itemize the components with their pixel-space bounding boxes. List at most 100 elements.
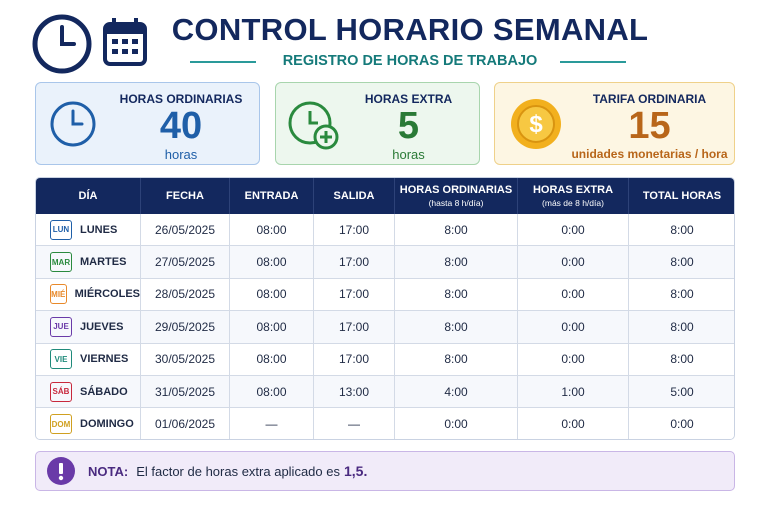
table-cell: 17:00 — [314, 343, 395, 376]
table-cell: 0:00 — [518, 246, 629, 279]
column-subtitle: (hasta 8 h/día) — [428, 198, 484, 208]
card-label: HORAS ORDINARIAS — [119, 92, 243, 106]
table-cell: 08:00 — [230, 311, 314, 344]
table-cell: 08:00 — [230, 278, 314, 312]
card-value: 15 — [628, 105, 671, 147]
table-cell: 08:00 — [230, 246, 314, 279]
column-header: DÍA — [36, 178, 141, 214]
card-unit: horas — [392, 147, 425, 162]
title: CONTROL HORARIO SEMANAL — [171, 12, 649, 47]
table-cell: 17:00 — [314, 246, 395, 279]
day-badge: MAR — [50, 252, 72, 273]
table-cell: 29/05/2025 — [141, 311, 230, 344]
day-cell: MAR MARTES — [36, 246, 141, 279]
day-name: JUEVES — [80, 320, 124, 333]
day-name: MIÉRCOLES — [74, 288, 140, 301]
column-header: ENTRADA — [230, 178, 314, 214]
card-label: HORAS EXTRA — [364, 92, 453, 106]
clock-icon — [50, 101, 96, 147]
hours-table: DÍA FECHA ENTRADA SALIDA HORAS ORDINARIAS (ha… — [35, 177, 735, 440]
card-ordinary: HORAS ORDINARIAS 40 horas — [35, 82, 260, 165]
day-cell: VIE VIERNES — [36, 343, 141, 376]
table-cell: 27/05/2025 — [141, 246, 230, 279]
column-header: HORAS EXTRA (más de 8 h/día) — [518, 178, 629, 214]
day-badge: JUE — [50, 316, 72, 337]
coin-icon: $ — [511, 99, 561, 149]
day-name: VIERNES — [80, 353, 129, 366]
day-cell: JUE JUEVES — [36, 311, 141, 344]
divider — [560, 61, 626, 63]
divider — [190, 61, 256, 63]
day-name: LUNES — [80, 223, 118, 236]
card-rate: $ TARIFA ORDINARIA 15 unidades monetaria… — [494, 82, 735, 165]
table-cell: 28/05/2025 — [141, 278, 230, 312]
table-cell: 4:00 — [395, 376, 518, 409]
column-title: DÍA — [78, 190, 98, 202]
card-unit: unidades monetarias / hora — [571, 147, 728, 161]
table-cell: 08:00 — [230, 376, 314, 409]
table-cell: 0:00 — [518, 311, 629, 344]
card-value: 40 — [159, 105, 203, 147]
info-icon — [47, 457, 75, 485]
day-name: MARTES — [80, 256, 127, 269]
day-cell: LUN LUNES — [36, 214, 141, 247]
column-header: SALIDA — [314, 178, 395, 214]
table-cell: 0:00 — [395, 408, 518, 439]
header-icons — [32, 14, 147, 74]
day-badge: SÁB — [50, 381, 72, 402]
day-badge: VIE — [50, 349, 72, 370]
day-cell: MIÉ MIÉRCOLES — [36, 278, 141, 312]
card-unit: horas — [164, 147, 198, 162]
table-cell: 8:00 — [395, 246, 518, 279]
day-badge: MIÉ — [50, 284, 67, 305]
column-title: ENTRADA — [244, 190, 299, 202]
note-text: El factor de horas extra aplicado es — [136, 463, 340, 479]
column-title: HORAS ORDINARIAS — [399, 184, 513, 196]
table-cell: 8:00 — [395, 278, 518, 312]
table-cell: 0:00 — [518, 278, 629, 312]
column-header: HORAS ORDINARIAS (hasta 8 h/día) — [395, 178, 518, 214]
subtitle: REGISTRO DE HORAS DE TRABAJO — [282, 53, 538, 69]
table-cell: 17:00 — [314, 311, 395, 344]
table-cell: 30/05/2025 — [141, 343, 230, 376]
table-cell: — — [314, 408, 395, 439]
clock-hands — [60, 25, 76, 46]
note: NOTA: El factor de horas extra aplicado … — [35, 451, 735, 491]
table-cell: 8:00 — [395, 311, 518, 344]
calendar-top — [105, 24, 145, 34]
column-header: TOTAL HORAS — [629, 178, 734, 214]
card-label: TARIFA ORDINARIA — [592, 92, 707, 106]
table-cell: 0:00 — [518, 343, 629, 376]
table-cell: 8:00 — [629, 311, 734, 344]
table-cell: 17:00 — [314, 278, 395, 312]
note-factor: 1,5. — [343, 463, 368, 479]
day-badge: LUN — [50, 219, 72, 240]
calendar-grid — [112, 39, 138, 54]
clock-plus-icon — [288, 101, 339, 150]
table-cell: 8:00 — [629, 246, 734, 279]
day-name: SÁBADO — [80, 385, 128, 398]
table-cell: 1:00 — [518, 376, 629, 409]
day-name: DOMINGO — [80, 418, 134, 431]
svg-text:$: $ — [529, 111, 543, 138]
table-cell: 8:00 — [629, 214, 734, 247]
table-cell: 08:00 — [230, 343, 314, 376]
table-cell: 0:00 — [518, 214, 629, 247]
column-header: FECHA — [141, 178, 230, 214]
table-cell: 0:00 — [518, 408, 629, 439]
column-title: TOTAL HORAS — [642, 190, 722, 202]
table-cell: 8:00 — [395, 214, 518, 247]
table-cell: 8:00 — [629, 278, 734, 312]
day-cell: SÁB SÁBADO — [36, 376, 141, 409]
note-label: NOTA: — [88, 463, 129, 479]
table-cell: 17:00 — [314, 214, 395, 247]
table-cell: 08:00 — [230, 214, 314, 247]
table-cell: 31/05/2025 — [141, 376, 230, 409]
table-cell: 8:00 — [395, 343, 518, 376]
table-cell: 13:00 — [314, 376, 395, 409]
table-cell: — — [230, 408, 314, 439]
table-cell: 01/06/2025 — [141, 408, 230, 439]
card-value: 5 — [397, 105, 420, 147]
table-cell: 26/05/2025 — [141, 214, 230, 247]
